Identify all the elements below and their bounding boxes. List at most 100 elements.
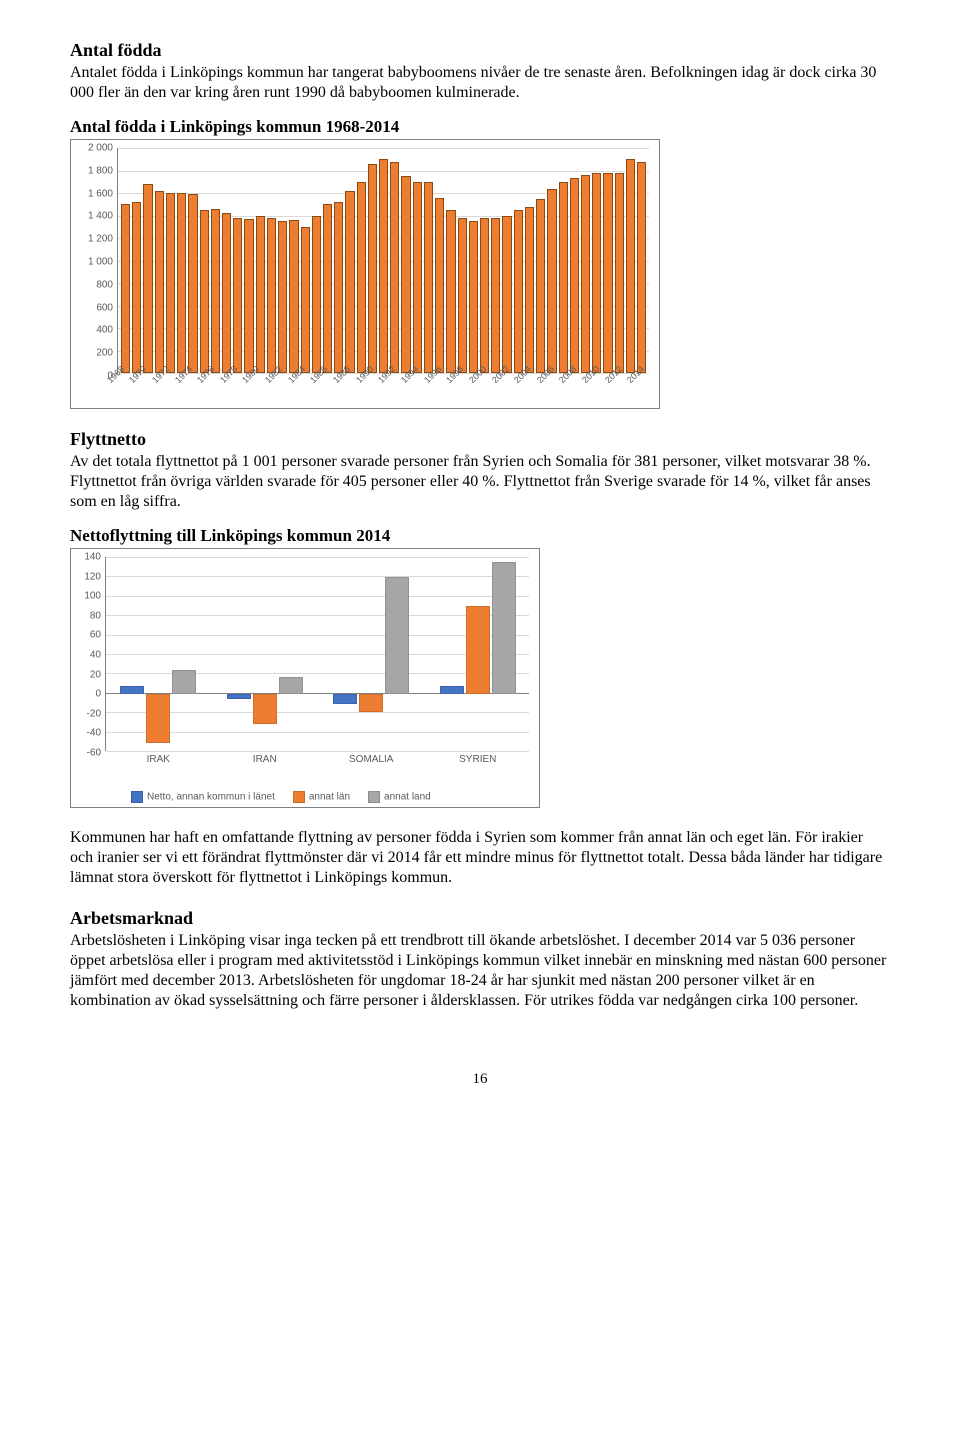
- chart2-legend-item: Netto, annan kommun i länet: [131, 791, 275, 803]
- chart2-bar: [172, 670, 196, 695]
- chart2-ytick: 100: [75, 591, 101, 602]
- chart2-ytick: 40: [75, 650, 101, 661]
- chart1-bar: [200, 210, 209, 373]
- chart1-bar: [289, 220, 298, 373]
- chart2-bar: [279, 677, 303, 695]
- chart2-legend-item: annat land: [368, 791, 431, 803]
- heading-arbetsmarknad: Arbetsmarknad: [70, 908, 890, 929]
- chart1-bar: [244, 219, 253, 373]
- chart1-bar: [188, 194, 197, 373]
- chart2-bar: [333, 694, 357, 704]
- chart1-bar: [132, 202, 141, 373]
- chart2: Netto, annan kommun i länet annat län anna…: [70, 548, 540, 808]
- heading-flyttnetto: Flyttnetto: [70, 429, 890, 450]
- page: Antal födda Antalet födda i Linköpings k…: [0, 0, 960, 1148]
- chart1-bar: [357, 182, 366, 373]
- chart1-bar: [121, 204, 130, 373]
- chart2-ytick: 120: [75, 571, 101, 582]
- chart2-xlabel: SYRIEN: [459, 754, 496, 765]
- chart1-ytick: 2 000: [75, 143, 113, 154]
- chart2-ytick: 140: [75, 552, 101, 563]
- chart1-ytick: 800: [75, 279, 113, 290]
- chart1-bar: [155, 191, 164, 373]
- chart1-bar: [401, 176, 410, 373]
- chart1-ytick: 1 600: [75, 188, 113, 199]
- chart2-title: Nettoflyttning till Linköpings kommun 20…: [70, 526, 890, 546]
- chart1-bar: [592, 173, 601, 373]
- chart2-bar: [120, 686, 144, 694]
- chart1-bar: [615, 173, 624, 373]
- chart1-ytick: 1 800: [75, 165, 113, 176]
- chart1-bar: [469, 221, 478, 373]
- chart1-bar: [525, 207, 534, 374]
- chart1-bar: [491, 218, 500, 373]
- chart2-bar: [227, 694, 251, 699]
- chart1-bar: [211, 209, 220, 373]
- chart2-ytick: 60: [75, 630, 101, 641]
- para-kommunen: Kommunen har haft en omfattande flyttnin…: [70, 828, 890, 888]
- chart1-bar: [413, 182, 422, 373]
- chart1-bar: [435, 198, 444, 374]
- chart1-bar: [345, 191, 354, 373]
- chart1-bar: [559, 182, 568, 373]
- chart2-xlabel: IRAK: [147, 754, 170, 765]
- chart1-bar: [581, 175, 590, 373]
- heading-antal-fodda: Antal födda: [70, 40, 890, 61]
- chart2-ytick: 20: [75, 669, 101, 680]
- chart2-xlabel: IRAN: [253, 754, 277, 765]
- chart1-bar: [603, 173, 612, 373]
- chart1-bar: [143, 184, 152, 373]
- chart1-ytick: 0: [75, 371, 113, 382]
- page-number: 16: [70, 1071, 890, 1088]
- chart1-bar: [256, 216, 265, 374]
- chart2-ytick: 0: [75, 689, 101, 700]
- para-flyttnetto: Av det totala flyttnettot på 1 001 perso…: [70, 452, 890, 512]
- chart1-bar: [368, 164, 377, 373]
- chart2-ytick: -40: [75, 728, 101, 739]
- chart2-legend: Netto, annan kommun i länet annat län anna…: [131, 791, 529, 803]
- chart1-bar: [502, 216, 511, 374]
- chart1-bar: [458, 218, 467, 373]
- chart2-bar: [440, 686, 464, 694]
- chart1-ytick: 1 000: [75, 257, 113, 268]
- chart1-title: Antal födda i Linköpings kommun 1968-201…: [70, 117, 890, 137]
- chart1-bar: [166, 193, 175, 373]
- chart1-bar: [334, 202, 343, 373]
- chart1-bar: [323, 204, 332, 373]
- chart1-bar: [626, 159, 635, 373]
- chart2-bar: [359, 694, 383, 712]
- chart2-bar: [385, 577, 409, 695]
- chart1-bar: [514, 210, 523, 373]
- chart2-bar: [253, 694, 277, 723]
- chart1-bar: [390, 162, 399, 374]
- chart2-ytick: 80: [75, 610, 101, 621]
- chart1-bar: [446, 210, 455, 373]
- chart1-bar: [424, 182, 433, 373]
- chart1-bar: [547, 189, 556, 374]
- chart2-bar: [466, 606, 490, 694]
- chart1-bar: [637, 162, 646, 374]
- chart1-bar: [379, 159, 388, 373]
- chart2-ytick: -60: [75, 748, 101, 759]
- chart1-bar: [267, 218, 276, 373]
- chart1-bar: [312, 216, 321, 374]
- chart1-bar: [570, 178, 579, 373]
- chart1-bar: [222, 213, 231, 373]
- chart1-ytick: 1 200: [75, 234, 113, 245]
- chart1-bar: [177, 193, 186, 373]
- para-antal-fodda: Antalet födda i Linköpings kommun har ta…: [70, 63, 890, 103]
- chart1-bar: [301, 227, 310, 373]
- chart1-ytick: 200: [75, 348, 113, 359]
- chart2-ytick: -20: [75, 708, 101, 719]
- chart1-bar: [278, 221, 287, 373]
- chart2-bar: [492, 562, 516, 694]
- chart1: 1968197019721974197619781980198219841986…: [70, 139, 660, 409]
- chart2-xlabel: SOMALIA: [349, 754, 393, 765]
- chart1-ytick: 600: [75, 302, 113, 313]
- chart2-bar: [146, 694, 170, 743]
- chart1-bar: [233, 218, 242, 373]
- chart2-legend-item: annat län: [293, 791, 350, 803]
- chart1-ytick: 1 400: [75, 211, 113, 222]
- chart1-bar: [480, 218, 489, 373]
- para-arbetsmarknad: Arbetslösheten i Linköping visar inga te…: [70, 931, 890, 1011]
